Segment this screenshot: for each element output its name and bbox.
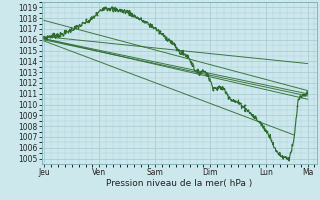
X-axis label: Pression niveau de la mer( hPa ): Pression niveau de la mer( hPa ) [106, 179, 252, 188]
